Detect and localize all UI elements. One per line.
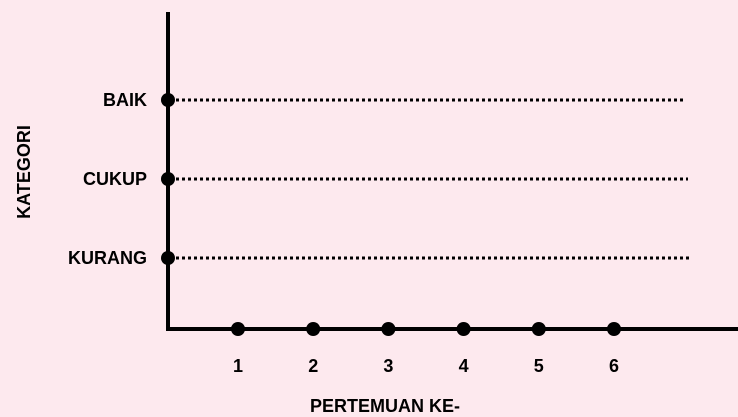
y-axis-title: KATEGORI	[14, 125, 34, 219]
y-tick-label-kurang: KURANG	[68, 248, 147, 268]
x-tick-label-3: 3	[383, 356, 393, 376]
x-tick-label-4: 4	[459, 356, 469, 376]
x-ticks: 1 2 3 4 5 6	[231, 322, 621, 376]
y-point-kurang	[161, 251, 175, 265]
x-tick-label-6: 6	[609, 356, 619, 376]
y-tick-label-cukup: CUKUP	[83, 169, 147, 189]
y-categories: KURANG CUKUP BAIK	[68, 90, 692, 268]
y-point-baik	[161, 93, 175, 107]
x-tick-label-1: 1	[233, 356, 243, 376]
x-point-4	[456, 322, 471, 336]
x-point-2	[306, 322, 321, 336]
x-tick-label-2: 2	[308, 356, 318, 376]
x-point-3	[381, 322, 396, 336]
x-point-5	[531, 322, 546, 336]
x-tick-label-5: 5	[534, 356, 544, 376]
x-axis-title: PERTEMUAN KE-	[310, 396, 460, 416]
y-tick-label-baik: BAIK	[103, 90, 147, 110]
x-point-6	[607, 322, 621, 336]
x-point-1	[231, 322, 245, 336]
y-point-cukup	[161, 172, 175, 186]
